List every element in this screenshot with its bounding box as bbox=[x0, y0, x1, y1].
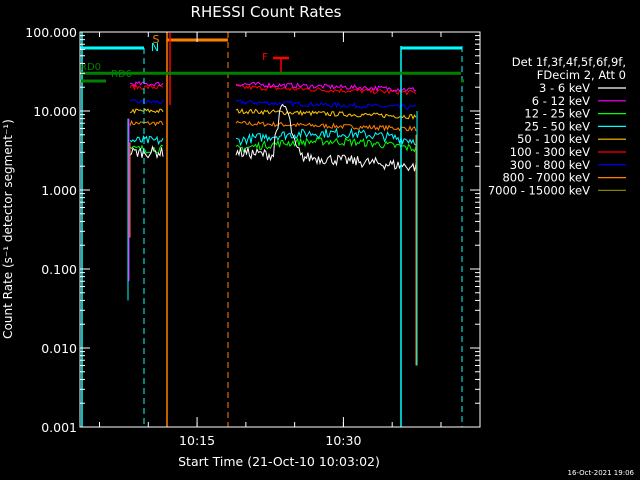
series-100-300-kev bbox=[129, 83, 417, 96]
legend-header-line-2: FDecim 2, Att 0 bbox=[537, 68, 626, 82]
x-tick-label: 10:15 bbox=[179, 433, 215, 448]
series-line-segment bbox=[129, 83, 164, 91]
legend-label: 25 - 50 keV bbox=[524, 119, 590, 133]
series-line-segment bbox=[129, 80, 164, 88]
series-line-segment bbox=[129, 145, 164, 160]
legend-label: 300 - 800 keV bbox=[510, 158, 590, 172]
series-line-segment bbox=[235, 127, 417, 147]
legend-label: 800 - 7000 keV bbox=[502, 171, 590, 185]
series-line-segment bbox=[235, 136, 417, 153]
x-axis-label: Start Time (21-Oct-10 10:03:02) bbox=[178, 454, 380, 469]
series-300-800-kev bbox=[129, 99, 417, 110]
legend: Det 1f,3f,4f,5f,6f,9f, FDecim 2, Att 0 3… bbox=[488, 55, 626, 197]
legend-label: 100 - 300 keV bbox=[510, 145, 590, 159]
axes: 100.000 10.000 1.000 0.100 0.010 0.001 10:15 10… bbox=[25, 25, 480, 448]
series-line-segment bbox=[235, 107, 417, 120]
annotation-s: S bbox=[153, 33, 160, 46]
legend-label: 3 - 6 keV bbox=[539, 81, 590, 95]
series-12-25-kev bbox=[129, 136, 417, 154]
plot-frame bbox=[79, 31, 481, 428]
series-6-12-kev bbox=[129, 80, 417, 92]
chart-title: RHESSI Count Rates bbox=[191, 3, 342, 21]
y-tick-label: 0.100 bbox=[41, 262, 77, 277]
series-line-segment bbox=[235, 84, 417, 96]
annotation-rd0: RD0 bbox=[80, 62, 101, 73]
series-line-segment bbox=[129, 99, 164, 104]
annotation-f: F bbox=[262, 52, 268, 63]
annotation-n: N bbox=[151, 41, 159, 54]
series-line-segment bbox=[129, 108, 164, 115]
legend-header-line-1: Det 1f,3f,4f,5f,6f,9f, bbox=[512, 55, 626, 69]
y-tick-label: 0.010 bbox=[41, 341, 77, 356]
series-50-100-kev bbox=[129, 107, 417, 120]
footer-timestamp: 16-Oct-2021 19:06 bbox=[568, 469, 635, 477]
legend-label: 12 - 25 keV bbox=[524, 107, 590, 121]
series-line-segment bbox=[235, 120, 417, 132]
y-tick-label: 10.000 bbox=[33, 104, 77, 119]
series-3-6-kev bbox=[129, 103, 417, 172]
y-axis-label: Count Rate (s⁻¹ detector segment⁻¹) bbox=[1, 119, 15, 339]
legend-label: 50 - 100 keV bbox=[517, 132, 590, 146]
series-line-segment bbox=[129, 135, 164, 146]
series-line-segment bbox=[129, 119, 164, 127]
y-tick-label: 100.000 bbox=[25, 25, 77, 40]
series-line-segment bbox=[235, 81, 417, 92]
y-tick-label: 0.001 bbox=[41, 420, 77, 435]
series-800-7000-kev bbox=[129, 119, 417, 132]
series-25-50-kev bbox=[129, 127, 417, 147]
x-tick-label: 10:30 bbox=[325, 433, 361, 448]
plot-area: SN F RD0 RD6 bbox=[80, 32, 464, 427]
y-tick-label: 1.000 bbox=[41, 183, 77, 198]
series-line-segment bbox=[235, 99, 417, 110]
legend-label: 7000 - 15000 keV bbox=[488, 183, 590, 197]
legend-label: 6 - 12 keV bbox=[532, 94, 590, 108]
series-line-segment bbox=[235, 103, 417, 172]
annotation-rd6: RD6 bbox=[111, 69, 132, 80]
series-line-segment bbox=[129, 144, 164, 154]
